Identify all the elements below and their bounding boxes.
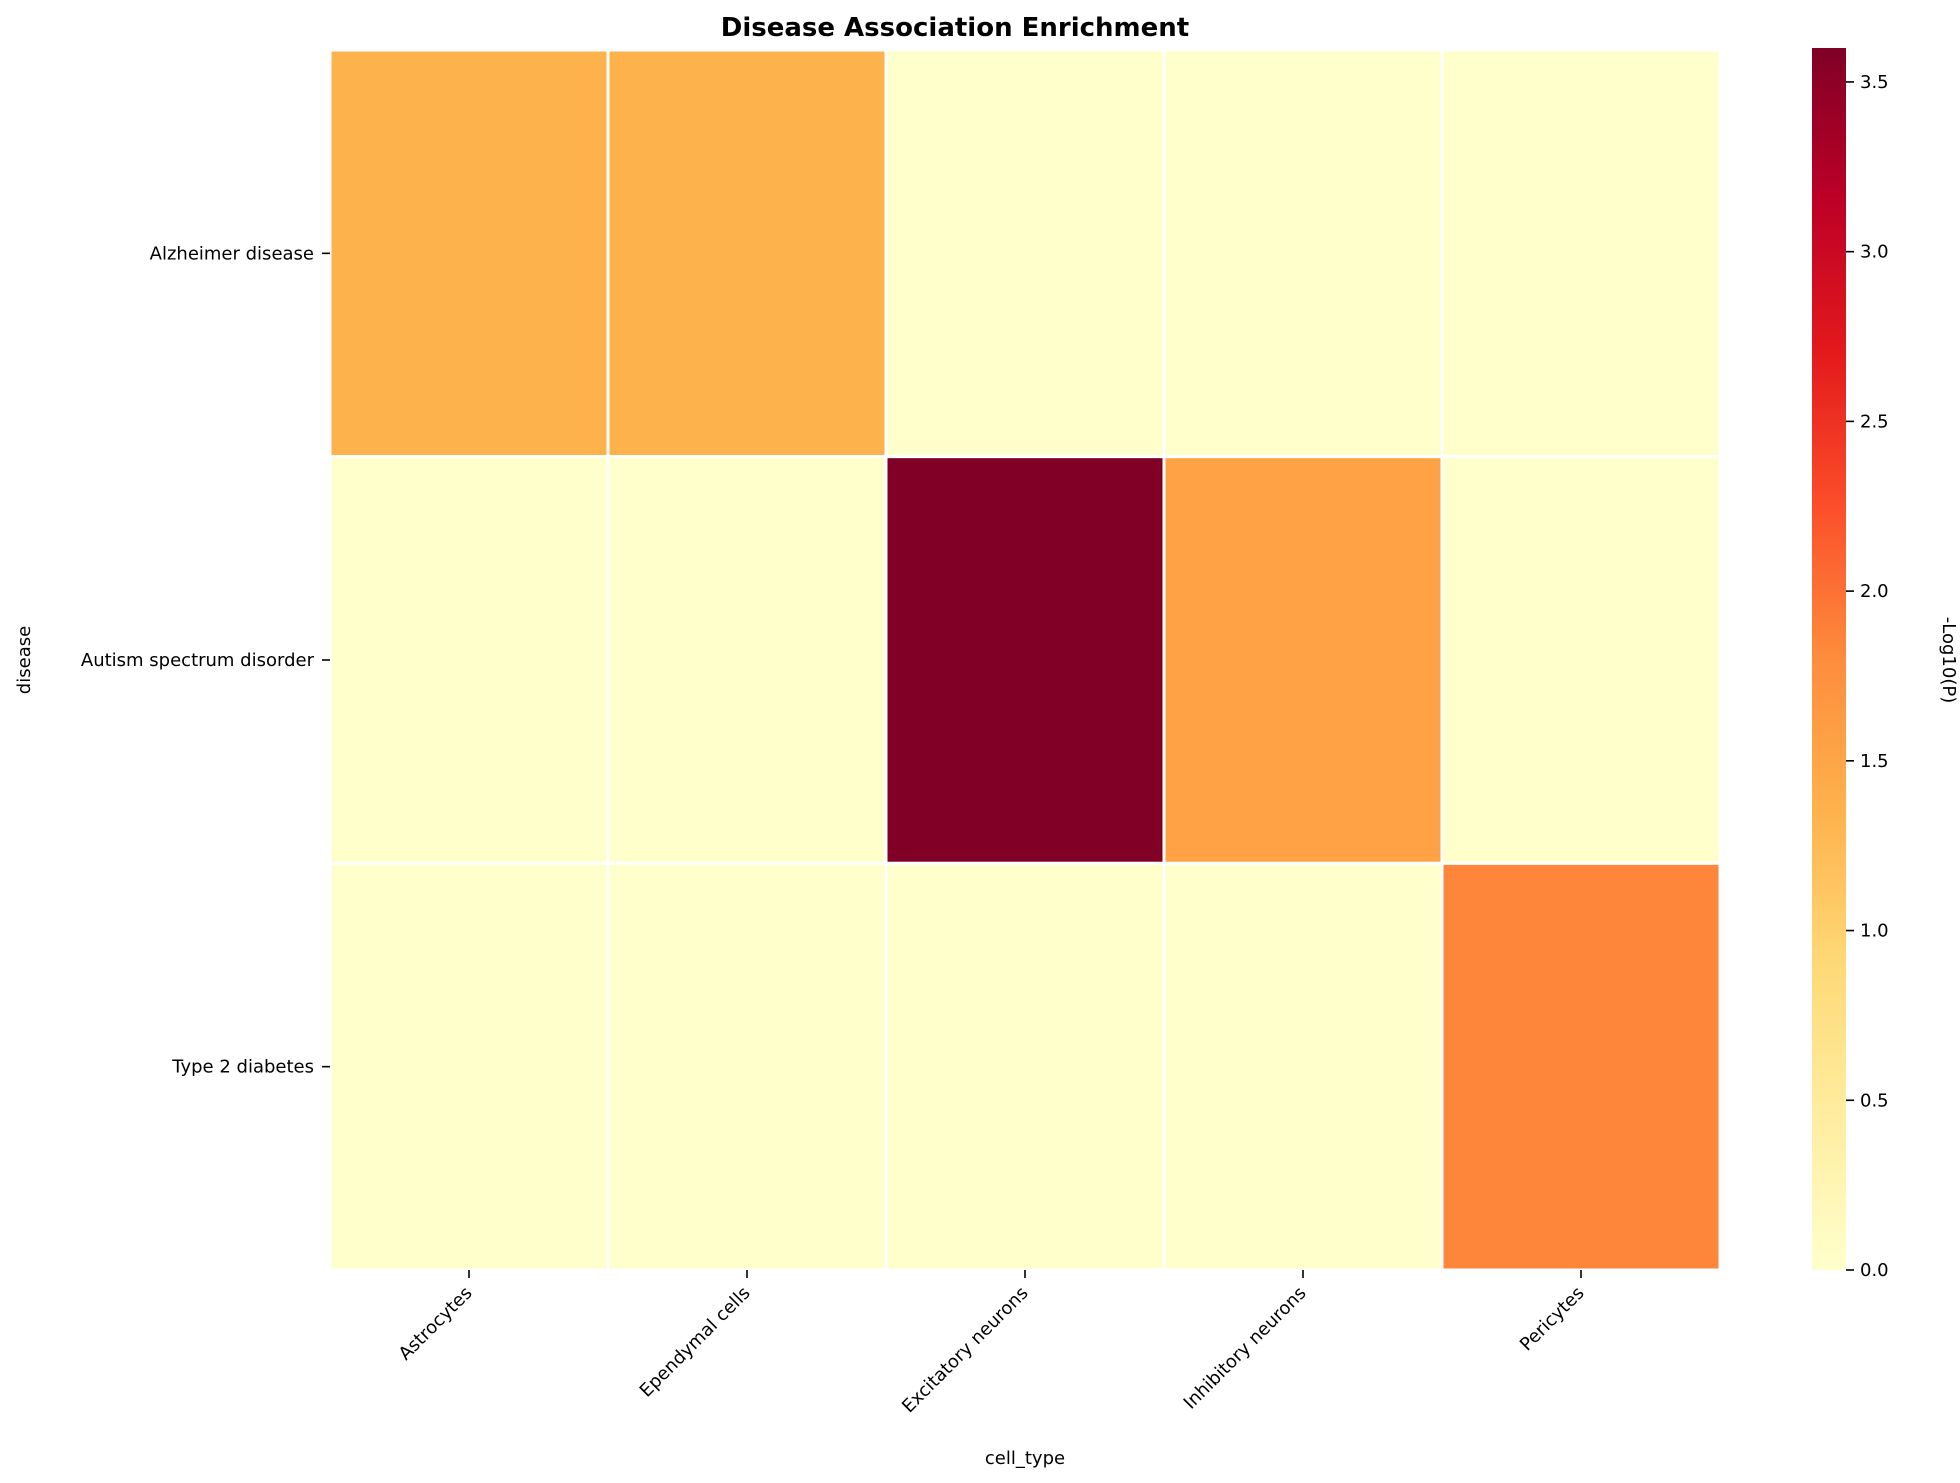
heatmap-cell [328,861,610,1272]
colorbar-ticks: 0.0 0.5 1.0 1.5 2.0 2.5 3.0 3.5 [1846,72,1889,1281]
x-tick-label: Excitatory neurons [898,1283,1033,1418]
colorbar-label: -Log10(P) [1938,617,1959,703]
heatmap-cell [884,455,1166,865]
x-tick-label: Pericytes [1516,1283,1589,1356]
colorbar-tick-label: 2.0 [1860,581,1889,602]
heatmap-cell [1162,861,1444,1272]
x-tick-label: Inhibitory neurons [1180,1283,1311,1414]
colorbar-gradient [1812,48,1846,1270]
colorbar: 0.0 0.5 1.0 1.5 2.0 2.5 3.0 3.5 -Log10(P) [1812,48,1959,1281]
colorbar-tick-label: 1.5 [1860,751,1889,772]
x-axis: Astrocytes Ependymal cells Excitatory neur… [395,1270,1589,1417]
y-tick-label: Type 2 diabetes [171,1057,314,1078]
heatmap-cell [1162,48,1444,459]
colorbar-tick-label: 3.0 [1860,242,1889,263]
x-tick-label: Astrocytes [395,1283,477,1365]
chart-title: Disease Association Enrichment [721,13,1189,43]
heatmap-cell [1440,861,1722,1272]
colorbar-tick-label: 1.0 [1860,921,1889,942]
heatmap-cell [884,48,1166,459]
y-axis: Alzheimer disease Autism spectrum disorde… [81,243,330,1078]
heatmap-cell [328,48,610,459]
heatmap-cell [1440,48,1722,459]
x-tick-label: Ependymal cells [636,1283,755,1402]
colorbar-tick-label: 0.5 [1860,1090,1889,1111]
heatmap-cell [606,455,888,865]
heatmap-cell [1162,455,1444,865]
colorbar-tick-label: 3.5 [1860,72,1889,93]
colorbar-tick-label: 2.5 [1860,411,1889,432]
y-axis-label: disease [14,626,35,694]
heatmap-cell [884,861,1166,1272]
heatmap-cell [328,455,610,865]
heatmap-cells [328,48,1722,1272]
x-axis-label: cell_type [985,1448,1065,1469]
heatmap-cell [606,48,888,459]
y-tick-label: Alzheimer disease [150,243,314,264]
colorbar-tick-label: 0.0 [1860,1260,1889,1281]
heatmap-cell [606,861,888,1272]
y-tick-label: Autism spectrum disorder [81,650,315,671]
heatmap-cell [1440,455,1722,865]
